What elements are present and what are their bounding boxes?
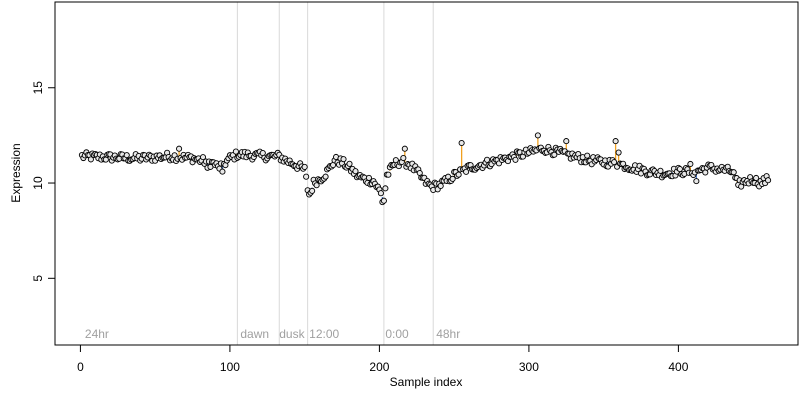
x-tick-label-1: 100: [220, 360, 240, 374]
data-point-338: [584, 152, 591, 159]
phase-lines: 24hr dawn dusk 12:00 0:00 48hr: [85, 2, 460, 345]
data-point-6: [87, 156, 94, 163]
x-axis: 0 100 200 300 400: [77, 344, 689, 374]
data-point-175: [340, 156, 347, 163]
phase-label-3: 12:00: [309, 327, 339, 341]
data-point-290: [512, 156, 519, 163]
data-point-205: [385, 171, 392, 178]
phase-label-2: dusk: [279, 327, 305, 341]
data-point-305: [534, 132, 541, 139]
data-point-200: [377, 190, 384, 197]
data-point-202: [380, 197, 387, 204]
data-point-179: [346, 160, 353, 167]
data-point-316: [551, 151, 558, 158]
data-point-157: [313, 182, 320, 189]
data-point-459: [765, 177, 772, 184]
phase-label-1: dawn: [240, 327, 269, 341]
data-point-451: [753, 174, 760, 182]
data-point-357: [612, 138, 619, 145]
phase-label-4: 0:00: [385, 327, 409, 341]
data-point-154: [309, 187, 316, 194]
data-point-163: [322, 173, 329, 180]
data-point-356: [611, 159, 618, 166]
data-points: [78, 132, 772, 206]
data-point-103: [232, 148, 239, 155]
data-point-150: [303, 173, 310, 180]
data-point-400: [676, 165, 683, 173]
data-point-324: [563, 138, 570, 145]
data-point-407: [687, 160, 694, 168]
data-point-254: [458, 139, 465, 147]
data-point-271: [483, 156, 491, 163]
data-point-216: [401, 145, 408, 152]
data-point-81: [199, 154, 207, 161]
data-point-149: [301, 163, 308, 171]
data-point-30: [123, 152, 130, 159]
data-point-411: [693, 178, 700, 185]
y-tick-label-2: 15: [31, 81, 45, 95]
data-point-387: [657, 167, 664, 174]
data-point-359: [615, 149, 622, 156]
phase-label-0: 24hr: [85, 327, 109, 341]
x-tick-label-4: 400: [668, 360, 688, 374]
y-tick-label-0: 5: [31, 275, 45, 282]
data-point-94: [219, 168, 226, 175]
data-point-248: [449, 175, 456, 182]
phase-label-5: 48hr: [436, 327, 460, 341]
y-axis-label: Expression: [9, 143, 23, 202]
y-axis: 5 10 15: [31, 81, 56, 282]
data-point-436: [730, 169, 737, 176]
x-tick-label-0: 0: [77, 360, 84, 374]
data-point-215: [400, 154, 407, 162]
data-point-240: [437, 182, 444, 189]
x-tick-label-3: 300: [519, 360, 539, 374]
data-point-183: [352, 168, 359, 175]
data-point-203: [382, 185, 389, 192]
x-tick-label-2: 200: [369, 360, 389, 374]
data-point-192: [365, 174, 372, 181]
y-tick-label-1: 10: [31, 176, 45, 190]
deviation-segments: [85, 135, 768, 203]
data-point-65: [176, 145, 183, 152]
data-point-252: [455, 171, 462, 178]
data-point-257: [463, 168, 470, 175]
x-axis-label: Sample index: [390, 375, 463, 389]
